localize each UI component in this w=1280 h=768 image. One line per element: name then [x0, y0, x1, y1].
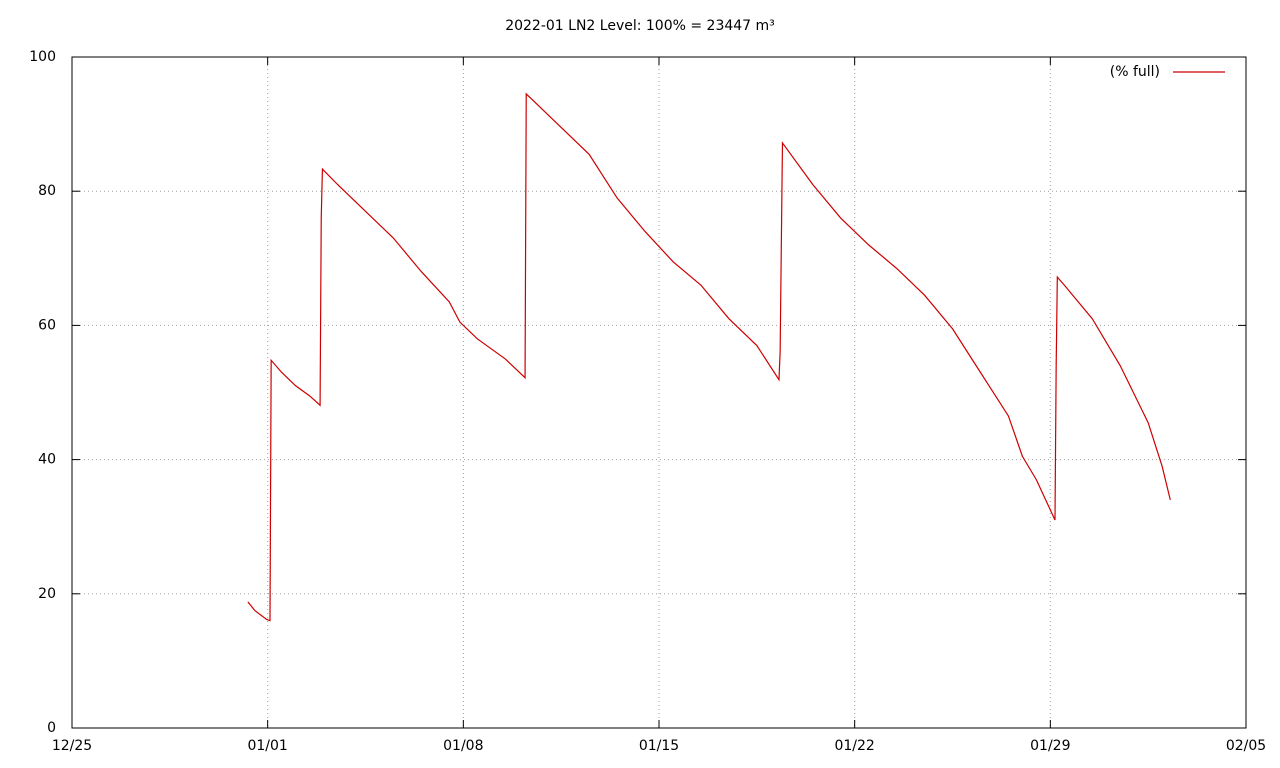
y-tick-label: 0	[47, 720, 56, 736]
x-tick-label: 01/29	[1030, 738, 1070, 754]
plot-border	[71, 56, 1247, 729]
x-tick-label: 02/05	[1226, 738, 1266, 754]
y-tick-label: 40	[38, 452, 56, 468]
data-line	[247, 92, 1171, 622]
legend-label: (% full)	[1110, 64, 1160, 80]
x-tick-label: 12/25	[52, 738, 92, 754]
y-tick-label: 60	[38, 317, 56, 333]
x-tick-label: 01/08	[443, 738, 483, 754]
chart-title: 2022-01 LN2 Level: 100% = 23447 m³	[505, 18, 775, 34]
x-tick-label: 01/01	[247, 738, 287, 754]
x-tick-label: 01/22	[834, 738, 874, 754]
y-tick-label: 20	[38, 586, 56, 602]
y-tick-label: 80	[38, 183, 56, 199]
x-tick-label: 01/15	[639, 738, 679, 754]
y-tick-label: 100	[29, 49, 56, 65]
